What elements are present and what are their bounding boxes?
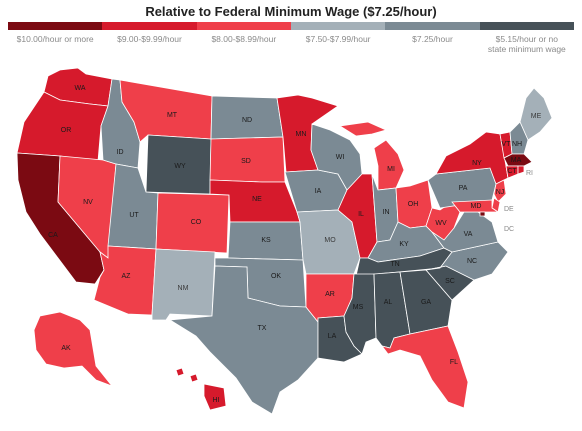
state-label-ms: MS xyxy=(353,304,364,311)
state-label-in: IN xyxy=(383,209,390,216)
state-label-ny: NY xyxy=(472,160,482,167)
state-label-ok: OK xyxy=(271,273,281,280)
state-co xyxy=(155,192,230,254)
state-label-wy: WY xyxy=(174,163,186,170)
legend-label-1: $10.00/hour or more xyxy=(16,34,94,44)
state-label-tx: TX xyxy=(258,325,267,332)
state-fl xyxy=(381,325,469,409)
states-layer xyxy=(16,67,553,415)
state-label-ma: MA xyxy=(511,157,522,164)
state-label-wa: WA xyxy=(74,85,85,92)
state-label-ut: UT xyxy=(129,212,139,219)
state-label-md: MD xyxy=(471,203,482,210)
legend-label-4: $7.50-$7.99/hour xyxy=(305,34,371,44)
state-label-nv: NV xyxy=(83,199,93,206)
state-label-wv: WV xyxy=(435,220,447,227)
us-map: WA OR CA NV ID MT WY UT AZ CO NM ND SD NE KS OK TX MN IA MO… xyxy=(16,67,553,415)
state-dc xyxy=(479,211,486,217)
legend-item-1: $10.00/hour or more xyxy=(8,22,103,62)
state-label-pa: PA xyxy=(459,185,468,192)
state-nm xyxy=(151,248,216,321)
state-label-ak: AK xyxy=(61,345,71,352)
state-mi xyxy=(338,121,405,191)
state-label-ia: IA xyxy=(315,188,322,195)
state-label-mi: MI xyxy=(387,166,395,173)
legend-item-6: $5.15/hour or no state minimum wage xyxy=(479,22,574,62)
state-label-ca: CA xyxy=(48,232,58,239)
state-label-nm: NM xyxy=(178,285,189,292)
legend-item-4: $7.50-$7.99/hour xyxy=(290,22,386,62)
state-label-or: OR xyxy=(61,127,72,134)
map-title: Relative to Federal Minimum Wage ($7.25/… xyxy=(145,4,437,19)
state-ms xyxy=(343,273,377,355)
state-labels-layer: WA OR CA NV ID MT WY UT AZ CO NM ND SD NE KS OK TX MN IA MO… xyxy=(48,85,541,404)
legend-item-2: $9.00-$9.99/hour xyxy=(102,22,197,62)
state-label-tn: TN xyxy=(390,261,399,268)
state-md xyxy=(451,199,500,213)
state-label-al: AL xyxy=(384,299,393,306)
state-label-mt: MT xyxy=(167,112,178,119)
state-tx xyxy=(168,265,319,415)
state-label-va: VA xyxy=(464,231,473,238)
state-label-nc: NC xyxy=(467,258,477,265)
state-label-me: ME xyxy=(531,113,542,120)
state-label-vt: VT xyxy=(502,141,512,148)
state-label-ga: GA xyxy=(421,299,431,306)
legend: $10.00/hour or more $9.00-$9.99/hour $8.… xyxy=(8,22,574,62)
legend-label-3: $8.00-$8.99/hour xyxy=(211,34,277,44)
state-ga xyxy=(399,269,453,335)
state-label-nj: NJ xyxy=(496,189,505,196)
state-label-nh: NH xyxy=(512,141,522,148)
legend-swatch-5 xyxy=(385,22,480,30)
state-label-il: IL xyxy=(358,211,364,218)
state-label-ks: KS xyxy=(261,237,271,244)
legend-item-5: $7.25/hour xyxy=(385,22,480,62)
state-label-sc: SC xyxy=(445,278,455,285)
state-ak xyxy=(33,311,114,387)
state-label-ar: AR xyxy=(325,291,335,298)
legend-swatch-6 xyxy=(479,22,574,30)
state-nj xyxy=(493,179,507,203)
state-label-nd: ND xyxy=(242,117,252,124)
state-label-hi: HI xyxy=(213,397,220,404)
state-label-sd: SD xyxy=(241,158,251,165)
legend-swatch-1 xyxy=(8,22,103,30)
state-label-dc: DC xyxy=(504,226,514,233)
legend-label-6: $5.15/hour or no state minimum wage xyxy=(487,34,566,54)
state-label-mo: MO xyxy=(324,237,336,244)
state-va xyxy=(431,211,499,253)
state-label-oh: OH xyxy=(408,201,419,208)
legend-swatch-4 xyxy=(290,22,386,30)
legend-swatch-3 xyxy=(196,22,291,30)
state-nh xyxy=(509,121,529,155)
state-label-co: CO xyxy=(191,219,202,226)
state-label-de: DE xyxy=(504,206,514,213)
state-label-ri: RI xyxy=(526,170,533,177)
state-label-la: LA xyxy=(328,333,337,340)
callouts-layer: RI DE DC xyxy=(504,170,533,233)
state-or xyxy=(16,91,109,162)
state-az xyxy=(93,245,157,316)
state-label-wi: WI xyxy=(336,154,345,161)
state-label-ct: CT xyxy=(507,168,517,175)
legend-label-2: $9.00-$9.99/hour xyxy=(117,34,182,44)
legend-swatch-2 xyxy=(102,22,197,30)
legend-item-3: $8.00-$8.99/hour xyxy=(196,22,291,62)
state-hi xyxy=(175,367,227,411)
state-label-az: AZ xyxy=(122,273,132,280)
legend-label-5: $7.25/hour xyxy=(412,34,453,44)
state-label-fl: FL xyxy=(450,359,458,366)
state-label-id: ID xyxy=(117,149,124,156)
state-ri xyxy=(517,165,525,175)
state-label-mn: MN xyxy=(296,131,307,138)
state-label-ne: NE xyxy=(252,196,262,203)
state-label-ky: KY xyxy=(399,241,409,248)
